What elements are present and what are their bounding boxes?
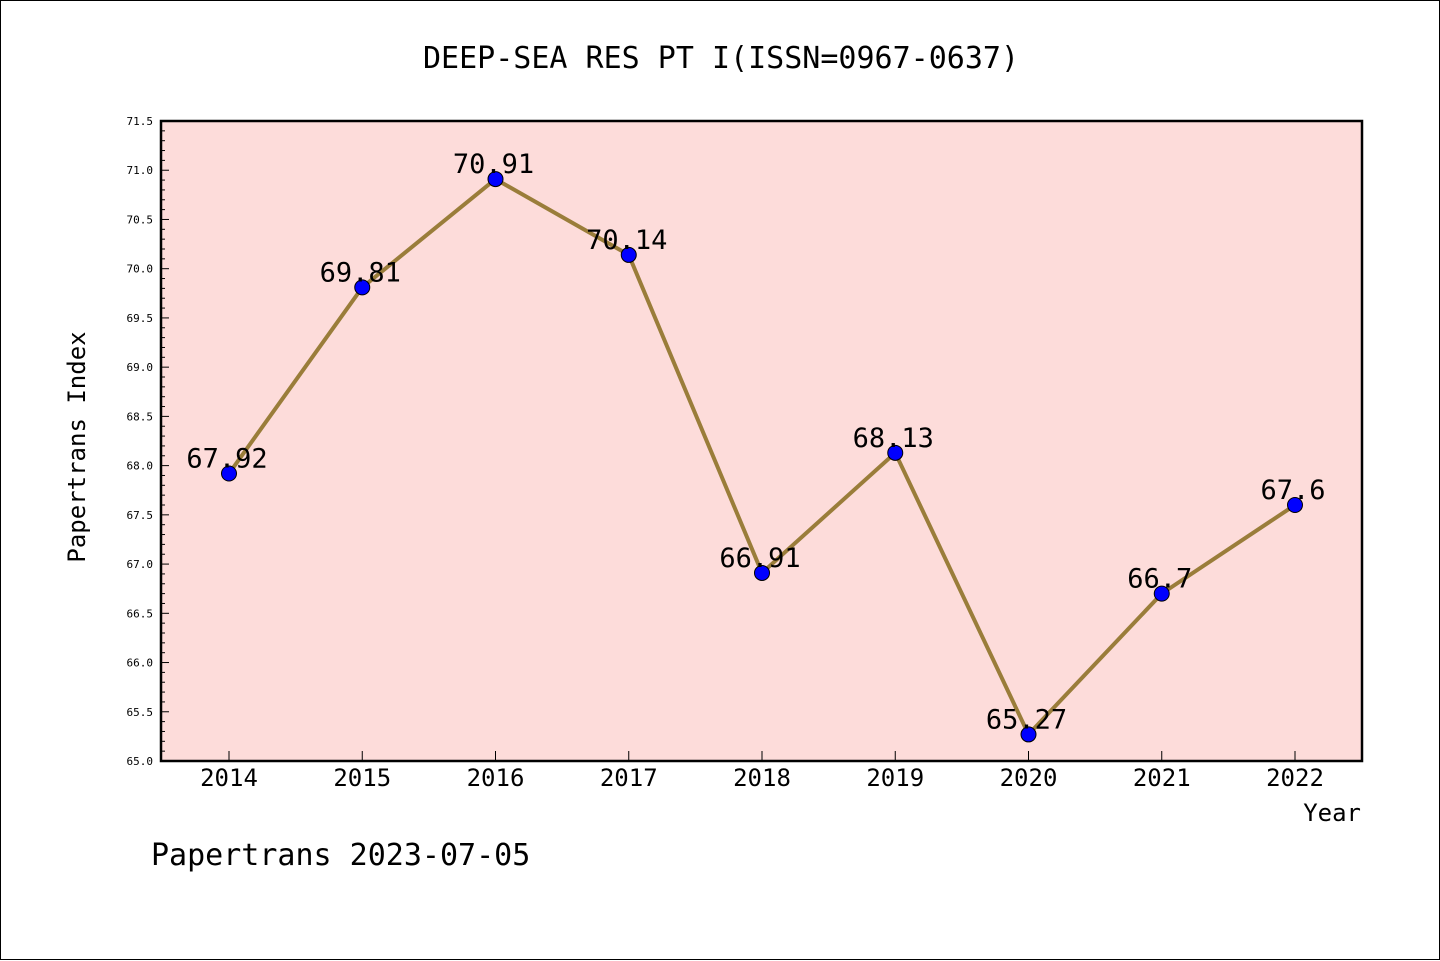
y-tick-label: 66.5 [127, 607, 154, 620]
data-label: 70.91 [453, 149, 534, 180]
y-tick-label: 68.0 [127, 460, 154, 473]
data-label: 70.14 [586, 225, 667, 256]
footer-text: Papertrans 2023-07-05 [151, 838, 530, 873]
y-tick-label: 69.0 [127, 361, 154, 374]
x-tick-label: 2022 [1266, 764, 1324, 792]
data-point [221, 465, 237, 482]
x-axis: 2014 2015 2016 2017 2018 2019 2020 2021 2022 [200, 751, 1324, 792]
y-tick-label: 70.5 [127, 213, 154, 226]
x-axis-label: Year [1303, 799, 1361, 827]
data-label: 66.91 [719, 543, 800, 574]
series-markers [221, 171, 1303, 743]
data-label: 66.7 [1127, 564, 1192, 595]
plot-area [161, 121, 1362, 761]
y-tick-label: 69.5 [127, 312, 154, 325]
data-label: 67.92 [186, 443, 267, 474]
data-labels: 67.92 69.81 70.91 70.14 66.91 68.13 65.27 66.7 6… [186, 149, 1325, 735]
data-point [1287, 497, 1303, 513]
data-label: 65.27 [986, 704, 1067, 735]
y-tick-label: 65.0 [127, 755, 154, 768]
x-tick-label: 2017 [600, 764, 658, 792]
x-tick-label: 2018 [733, 764, 791, 792]
y-tick-label: 67.0 [127, 558, 154, 571]
data-point [754, 564, 770, 581]
y-tick-label: 65.5 [127, 706, 154, 719]
x-tick-label: 2014 [200, 764, 258, 792]
data-point [1020, 726, 1037, 743]
y-tick-label: 71.0 [127, 164, 154, 177]
y-tick-label: 70.0 [127, 263, 154, 276]
data-point [620, 246, 637, 263]
data-label: 67.6 [1260, 475, 1325, 506]
data-label: 69.81 [320, 257, 401, 288]
y-tick-label: 67.5 [127, 509, 154, 522]
x-tick-label: 2016 [467, 764, 525, 792]
data-point [887, 444, 904, 461]
plot-border [159, 119, 1364, 763]
chart-title: DEEP-SEA RES PT I(ISSN=0967-0637) [423, 41, 1019, 76]
x-tick-label: 2020 [1000, 764, 1058, 792]
y-tick-label: 71.5 [127, 115, 154, 128]
y-tick-label: 66.0 [127, 657, 154, 670]
x-tick-label: 2021 [1133, 764, 1191, 792]
y-tick-label: 68.5 [127, 410, 154, 423]
data-point [1153, 585, 1170, 602]
data-point [354, 279, 371, 296]
data-label: 68.13 [853, 423, 934, 454]
y-axis: 65.0 65.5 66.0 66.5 67.0 67.5 68.0 68.5 69.0 69.5… [127, 115, 169, 768]
x-tick-label: 2019 [866, 764, 924, 792]
data-point [487, 171, 504, 188]
y-axis-label: Papertrans Index [63, 331, 91, 562]
x-tick-label: 2015 [333, 764, 391, 792]
